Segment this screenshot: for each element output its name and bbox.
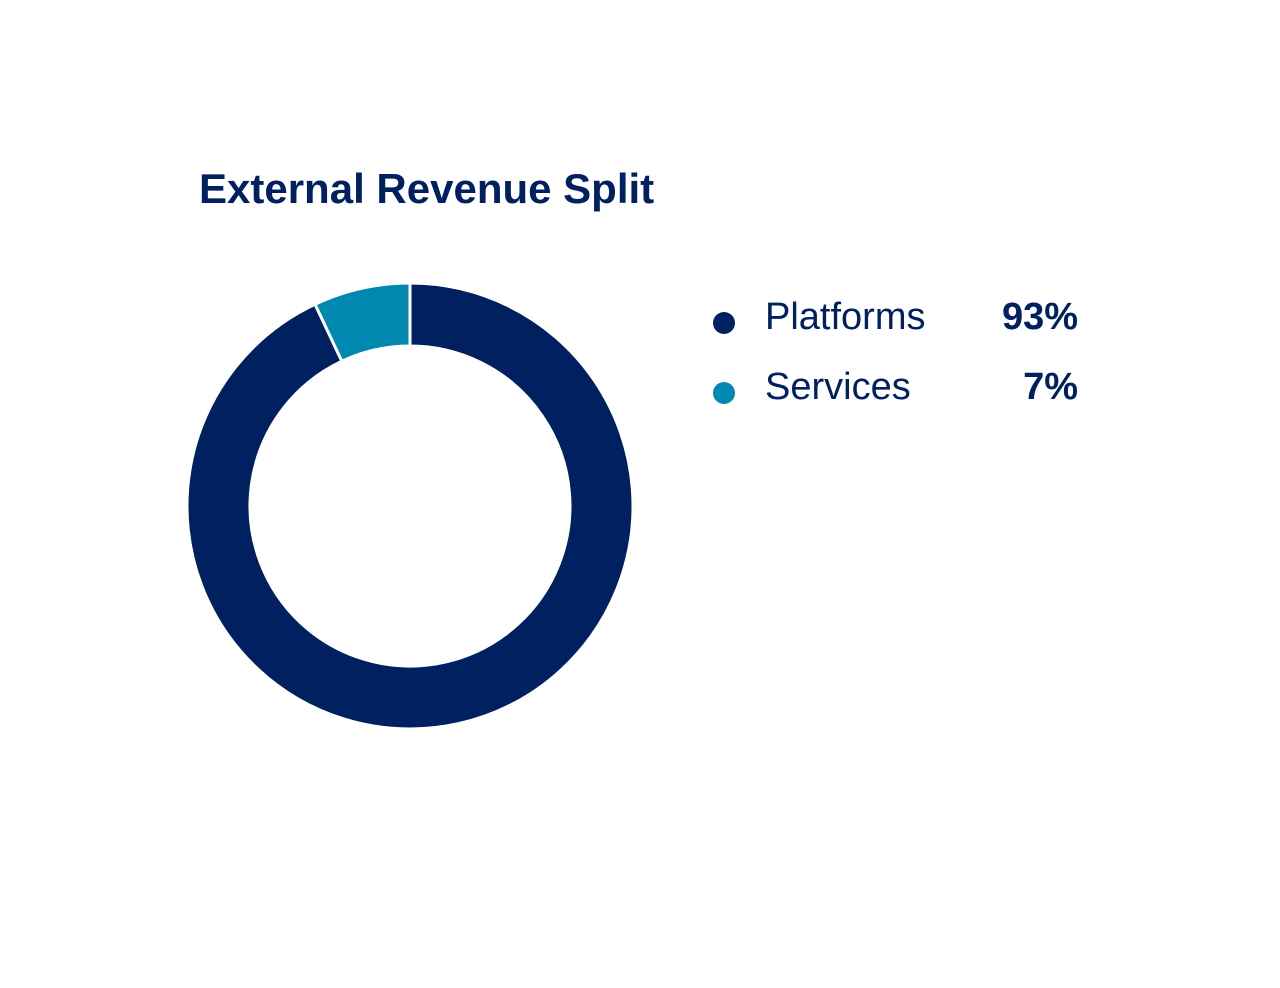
legend-value-platforms: 93% <box>1001 296 1078 338</box>
donut-chart <box>185 281 635 731</box>
slice-services <box>313 281 412 364</box>
legend-marker-services <box>713 382 735 404</box>
chart-title: External Revenue Split <box>199 165 655 212</box>
slice-platforms <box>185 281 635 731</box>
legend: Platforms 93% Services 7% <box>708 290 1088 430</box>
legend-label-services: Services <box>765 366 911 408</box>
legend-item-services: Services 7% <box>708 360 1088 430</box>
legend-marker-platforms <box>713 312 735 334</box>
legend-value-services: 7% <box>1023 366 1078 408</box>
legend-label-platforms: Platforms <box>765 296 926 338</box>
legend-item-platforms: Platforms 93% <box>708 290 1088 360</box>
